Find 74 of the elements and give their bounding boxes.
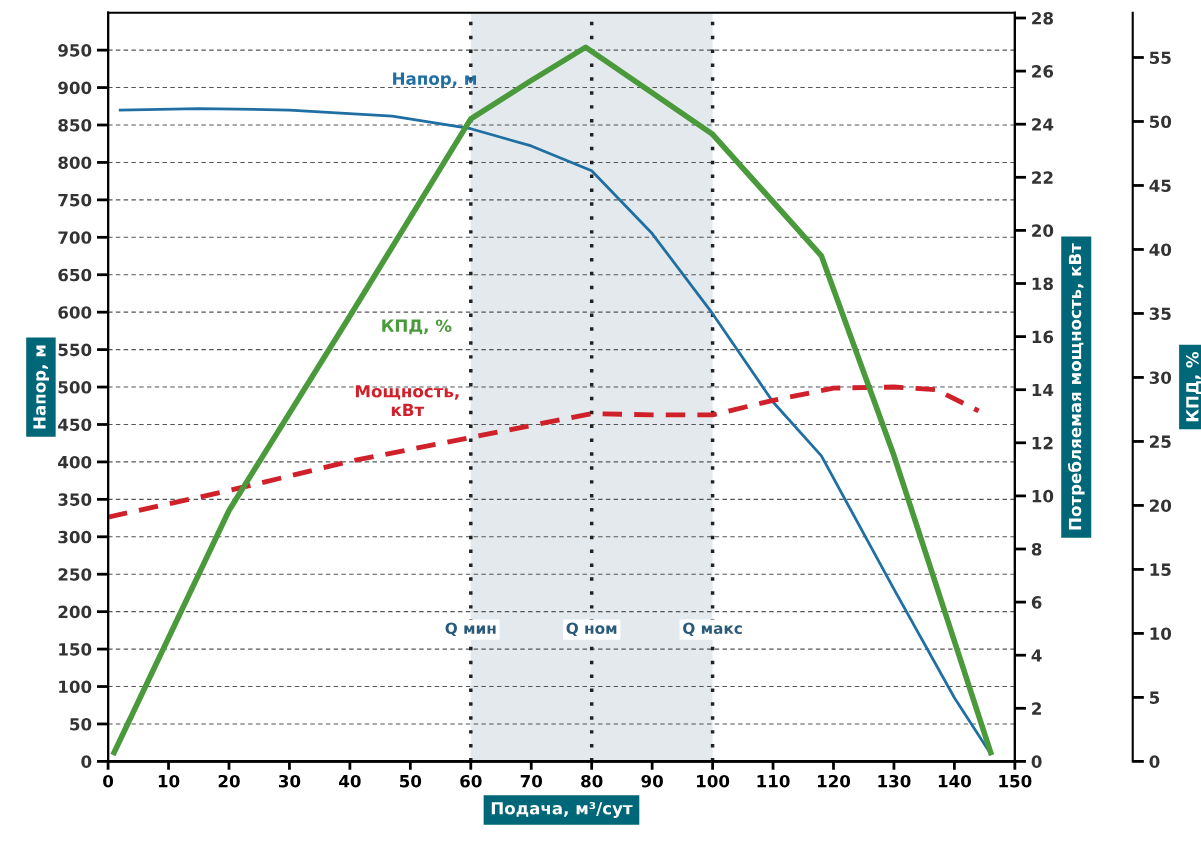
y-tick-label: 600: [58, 306, 92, 319]
y3-tick-label: 50: [1149, 115, 1172, 129]
y3-tick-label: 25: [1150, 435, 1171, 449]
y-tick-label: 250: [58, 568, 92, 581]
y2-tick-label: 0: [1031, 755, 1042, 768]
x-tick-label: 70: [520, 774, 543, 788]
y-tick-label: 750: [58, 193, 92, 207]
series-label: Мощность, кВт: [355, 385, 459, 416]
x-tick-label: 150: [999, 774, 1032, 788]
x-axis-title: Подача, м³/сут: [491, 802, 633, 818]
y2-tick-label: 6: [1031, 596, 1042, 609]
x-tick-label: 100: [697, 774, 730, 788]
y-tick-label: 950: [58, 44, 92, 57]
y-tick-label: 500: [58, 381, 92, 394]
y-tick-label: 0: [81, 755, 92, 768]
y2-tick-label: 24: [1032, 118, 1054, 131]
x-tick-label: 110: [757, 774, 790, 788]
ref-line-label: Q ном: [566, 622, 617, 637]
x-tick-label: 120: [817, 774, 851, 788]
y2-tick-label: 26: [1032, 65, 1054, 78]
y-tick-label: 700: [58, 231, 92, 244]
y3-tick-label: 30: [1149, 371, 1172, 385]
x-tick-label: 140: [938, 774, 971, 788]
y-tick-label: 100: [59, 680, 92, 694]
y3-tick-label: 45: [1149, 179, 1171, 193]
y2-axis-title: Потребляемая мощность, кВт: [1067, 243, 1085, 530]
y-tick-label: 200: [58, 605, 92, 619]
x-tick-label: 80: [581, 774, 603, 788]
y-tick-label: 450: [58, 418, 92, 432]
y2-tick-label: 28: [1032, 11, 1053, 25]
y-tick-label: 650: [58, 268, 92, 282]
ref-line-label: Q мин: [445, 622, 496, 637]
y-tick-label: 550: [58, 343, 92, 357]
y-tick-label: 350: [58, 493, 92, 506]
y-tick-label: 50: [70, 717, 92, 731]
y3-tick-label: 5: [1149, 691, 1160, 704]
y3-tick-label: 35: [1149, 307, 1171, 321]
y-tick-label: 300: [58, 530, 92, 544]
y3-tick-label: 0: [1149, 755, 1160, 768]
y3-tick-label: 40: [1149, 243, 1172, 257]
x-tick-label: 90: [641, 774, 663, 788]
y3-tick-label: 15: [1150, 563, 1171, 576]
x-tick-label: 60: [460, 774, 482, 788]
y2-tick-label: 8: [1031, 542, 1042, 556]
y2-tick-label: 10: [1032, 489, 1054, 503]
x-tick-label: 40: [339, 774, 361, 788]
y-tick-label: 400: [58, 455, 92, 469]
x-tick-label: 50: [400, 774, 422, 788]
y2-tick-label: 12: [1032, 436, 1053, 450]
x-tick-label: 10: [158, 774, 180, 788]
y3-tick-label: 55: [1149, 51, 1171, 65]
x-tick-label: 0: [103, 774, 114, 788]
series-label: Напор, м: [393, 72, 477, 89]
x-tick-label: 30: [278, 774, 301, 788]
line-series: [108, 384, 981, 520]
y2-tick-label: 18: [1032, 277, 1053, 291]
y3-tick-label: 20: [1150, 499, 1172, 512]
y-tick-label: 800: [58, 156, 92, 169]
y2-tick-label: 22: [1032, 171, 1053, 184]
y-tick-label: 900: [58, 81, 92, 95]
y-tick-label: 150: [59, 643, 92, 656]
series-label: КПД, %: [382, 319, 452, 335]
y3-axis-title: КПД, %: [1186, 351, 1201, 422]
x-tick-label: 20: [218, 774, 240, 788]
y2-tick-label: 4: [1031, 649, 1042, 662]
y-axis-title: Напор, м: [33, 345, 49, 429]
x-tick-label: 130: [878, 774, 911, 788]
ref-line-label: Q макс: [683, 622, 742, 637]
y2-tick-label: 20: [1032, 224, 1054, 237]
y-tick-label: 850: [58, 118, 92, 132]
y2-tick-label: 14: [1032, 383, 1054, 397]
y2-tick-label: 16: [1032, 330, 1054, 344]
y3-tick-label: 10: [1150, 627, 1172, 640]
y2-tick-label: 2: [1032, 702, 1041, 715]
